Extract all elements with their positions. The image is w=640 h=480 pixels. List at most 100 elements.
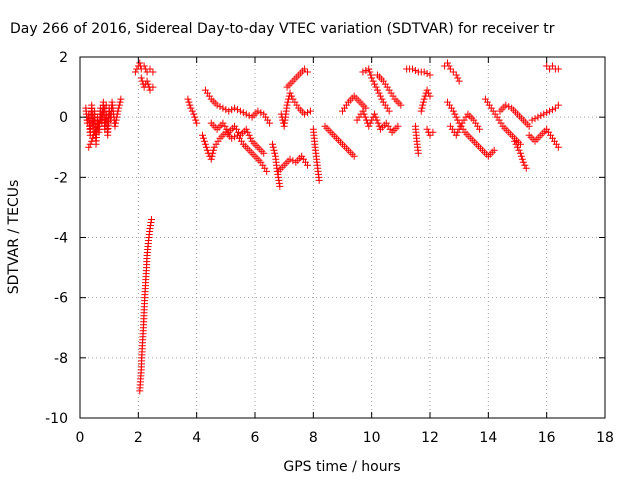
data-point xyxy=(394,122,402,130)
x-tick-label: 4 xyxy=(192,430,201,446)
data-point xyxy=(231,104,239,112)
data-point xyxy=(549,106,556,114)
data-point xyxy=(149,83,157,91)
data-point xyxy=(418,104,426,112)
data-point xyxy=(184,95,192,103)
data-point xyxy=(550,137,558,145)
data-point xyxy=(551,104,559,112)
data-point xyxy=(522,164,530,172)
data-point xyxy=(485,101,493,109)
x-tick-label: 8 xyxy=(309,430,318,446)
data-point xyxy=(270,146,278,154)
data-point xyxy=(515,146,523,154)
data-point xyxy=(355,113,363,121)
data-point xyxy=(101,104,109,112)
data-point xyxy=(146,65,154,73)
x-tick-label: 14 xyxy=(479,430,497,446)
data-point xyxy=(368,74,376,82)
data-point xyxy=(293,101,301,109)
data-point xyxy=(359,68,367,76)
y-tick-label: -10 xyxy=(45,411,68,427)
data-point xyxy=(385,86,393,94)
data-point xyxy=(98,110,106,118)
data-point xyxy=(237,137,245,145)
y-tick-label: -2 xyxy=(54,170,68,186)
data-point xyxy=(362,104,370,112)
data-point xyxy=(447,104,455,112)
data-point xyxy=(362,67,370,75)
data-point xyxy=(383,83,391,91)
data-point xyxy=(85,143,93,151)
data-point xyxy=(304,68,311,76)
data-point xyxy=(149,68,157,76)
data-point xyxy=(233,125,241,133)
data-point xyxy=(417,107,425,115)
data-point xyxy=(284,98,292,106)
data-point xyxy=(365,122,373,130)
data-point xyxy=(242,125,250,133)
data-point xyxy=(445,101,453,109)
data-point xyxy=(446,122,454,130)
data-point xyxy=(419,101,427,109)
data-point xyxy=(534,113,542,121)
data-point xyxy=(96,116,104,124)
data-point xyxy=(454,116,462,124)
data-point xyxy=(365,65,373,73)
data-point xyxy=(386,125,394,133)
data-point xyxy=(254,107,262,115)
data-point xyxy=(491,110,499,118)
data-point xyxy=(289,157,297,165)
data-point xyxy=(94,122,101,130)
data-point xyxy=(342,101,350,109)
x-axis-label: GPS time / hours xyxy=(283,459,400,475)
data-point xyxy=(425,89,433,97)
data-point xyxy=(213,101,221,109)
data-point xyxy=(300,155,308,163)
data-marks xyxy=(82,59,562,395)
data-point xyxy=(269,143,277,151)
data-point xyxy=(91,128,99,136)
x-tick-label: 2 xyxy=(134,430,143,446)
data-point xyxy=(271,149,279,157)
data-point xyxy=(462,113,470,121)
data-point xyxy=(420,95,428,103)
data-point xyxy=(350,152,358,160)
data-point xyxy=(187,104,195,112)
data-point xyxy=(372,83,380,91)
data-point xyxy=(289,95,297,103)
y-tick-label: 2 xyxy=(59,50,68,66)
data-point xyxy=(517,152,525,160)
data-point xyxy=(286,155,294,163)
data-point xyxy=(505,103,513,111)
data-point xyxy=(476,125,484,133)
data-point xyxy=(372,113,380,121)
data-point xyxy=(531,115,539,123)
data-point xyxy=(452,71,460,79)
data-point xyxy=(502,101,510,109)
data-point xyxy=(516,149,524,157)
data-point xyxy=(208,152,216,160)
data-point xyxy=(554,143,562,151)
data-point xyxy=(455,125,463,133)
data-point xyxy=(234,128,242,136)
data-point xyxy=(554,65,562,73)
data-point xyxy=(144,80,152,88)
data-point xyxy=(203,146,211,154)
data-point xyxy=(185,98,193,106)
data-point xyxy=(381,80,389,88)
data-point xyxy=(426,131,434,139)
data-point xyxy=(188,107,196,115)
data-point xyxy=(449,107,457,115)
data-point xyxy=(457,122,465,130)
data-point xyxy=(115,104,123,112)
data-point xyxy=(201,86,209,94)
data-point xyxy=(359,107,367,115)
data-point xyxy=(264,116,272,124)
data-point xyxy=(340,104,348,112)
y-tick-label: -6 xyxy=(54,291,68,307)
data-point xyxy=(521,161,529,169)
axis-ticks: 0 2 4 6 8 10 12 14 16 18 -10 -8 -6 -4 -2 0 2 xyxy=(45,50,614,446)
data-point xyxy=(497,119,505,127)
data-point xyxy=(190,110,198,118)
